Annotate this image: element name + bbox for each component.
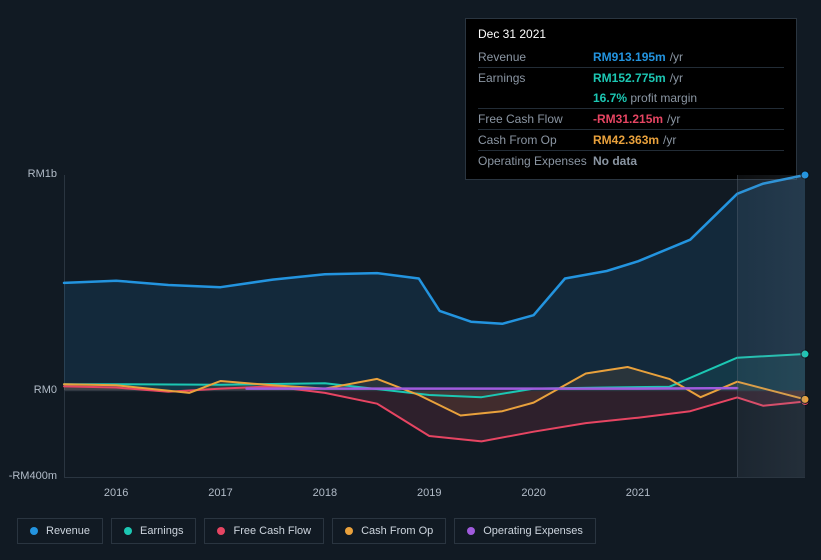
legend-item[interactable]: Free Cash Flow <box>204 518 324 544</box>
legend-swatch <box>217 527 225 535</box>
legend-swatch <box>124 527 132 535</box>
tooltip-metric-value: -RM31.215m/yr <box>593 109 784 130</box>
x-axis-label: 2017 <box>191 487 251 499</box>
tooltip-metric-label: Revenue <box>478 47 593 68</box>
tooltip-metric-label: Earnings <box>478 68 593 89</box>
x-axis-label: 2016 <box>86 487 146 499</box>
tooltip-metric-label: Cash From Op <box>478 130 593 151</box>
legend-label: Cash From Op <box>361 525 433 537</box>
tooltip-panel: Dec 31 2021 RevenueRM913.195m/yrEarnings… <box>465 18 797 180</box>
x-axis-label: 2021 <box>608 487 668 499</box>
legend-item[interactable]: Cash From Op <box>332 518 446 544</box>
x-axis-line <box>64 477 805 478</box>
legend-label: Free Cash Flow <box>233 525 311 537</box>
tooltip-metric-value: RM152.775m/yr <box>593 68 784 89</box>
x-axis-label: 2020 <box>504 487 564 499</box>
tooltip-metric-value: RM913.195m/yr <box>593 47 784 68</box>
tooltip-metric-sub: 16.7% profit margin <box>593 88 784 109</box>
tooltip-metric-label: Free Cash Flow <box>478 109 593 130</box>
forecast-overlay <box>737 175 805 477</box>
legend-swatch <box>467 527 475 535</box>
chart-area[interactable]: RM1bRM0-RM400m 201620172018201920202021 <box>17 175 805 477</box>
y-axis-label: RM1b <box>7 168 57 180</box>
tooltip-metric-label: Operating Expenses <box>478 151 593 172</box>
legend-swatch <box>30 527 38 535</box>
y-axis-label: -RM400m <box>7 470 57 482</box>
legend-label: Operating Expenses <box>483 525 583 537</box>
tooltip-date: Dec 31 2021 <box>478 27 784 41</box>
legend: Revenue Earnings Free Cash Flow Cash From O… <box>17 518 596 544</box>
tooltip-metric-value: RM42.363m/yr <box>593 130 784 151</box>
x-axis-label: 2018 <box>295 487 355 499</box>
legend-item[interactable]: Earnings <box>111 518 196 544</box>
legend-item[interactable]: Revenue <box>17 518 103 544</box>
y-axis-label: RM0 <box>7 384 57 396</box>
legend-item[interactable]: Operating Expenses <box>454 518 596 544</box>
legend-swatch <box>345 527 353 535</box>
legend-label: Earnings <box>140 525 183 537</box>
x-axis-label: 2019 <box>399 487 459 499</box>
tooltip-metric-value: No data <box>593 151 784 172</box>
legend-label: Revenue <box>46 525 90 537</box>
chart-svg <box>64 175 805 477</box>
tooltip-table: RevenueRM913.195m/yrEarningsRM152.775m/y… <box>478 47 784 171</box>
